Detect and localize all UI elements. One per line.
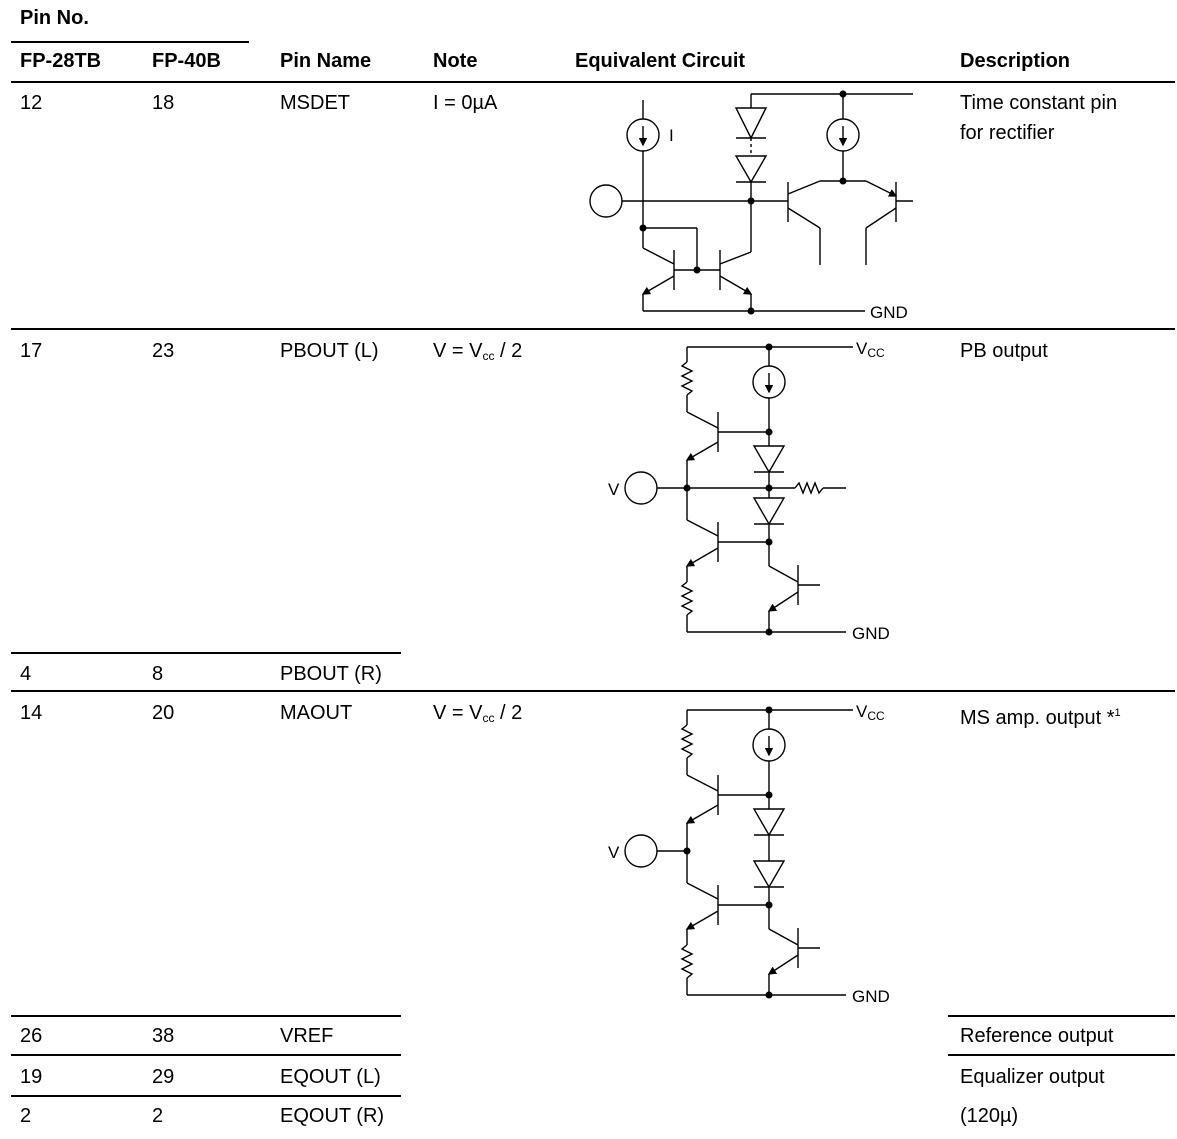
- resistor-icon: [680, 361, 694, 396]
- row-eqout-r-pin-name: EQOUT (R): [280, 1105, 385, 1127]
- col-pin-name-header: Pin Name: [280, 50, 372, 72]
- row-maout-fp28: 14: [20, 702, 43, 724]
- resistor-icon: [680, 944, 694, 979]
- resistor-icon: [680, 581, 694, 616]
- row-pbout-l-description: PB output: [960, 340, 1048, 362]
- col-fp28-header: FP-28TB: [20, 50, 102, 72]
- msdet-circuit: I: [589, 90, 913, 322]
- pin-no-header: Pin No.: [20, 7, 89, 29]
- maout-pin-icon: [624, 834, 658, 868]
- col-fp40-header: FP-40B: [152, 50, 221, 72]
- row-eqout-l-description: Equalizer output: [960, 1066, 1105, 1088]
- row-vref-rule-right: [948, 1054, 1175, 1056]
- pbout-circuit: VCC V: [608, 339, 890, 643]
- pbout-pin-icon: [624, 471, 658, 505]
- vcc-label: VCC: [856, 702, 885, 723]
- input-v-label: V: [608, 480, 620, 499]
- row-msdet-pin-name: MSDET: [280, 92, 350, 114]
- row-eqout-r-description: (120µ): [960, 1105, 1019, 1127]
- msdet-pin-icon: [589, 184, 623, 218]
- gnd-label: GND: [852, 624, 890, 643]
- col-note-header: Note: [433, 50, 478, 72]
- row-eqout-l-rule: [11, 1095, 401, 1097]
- header-rule: [11, 81, 1175, 83]
- row-pbout-l-pin-name: PBOUT (L): [280, 340, 379, 362]
- row-eqout-l-fp40: 29: [152, 1066, 175, 1088]
- row-pbout-l-rule: [11, 652, 401, 654]
- row-maout-fp40: 20: [152, 702, 175, 724]
- row-maout-pin-name: MAOUT: [280, 702, 353, 724]
- row-eqout-r-fp28: 2: [20, 1105, 32, 1127]
- row-msdet-fp40: 18: [152, 92, 175, 114]
- diode-icon: [752, 860, 786, 889]
- row-eqout-r-fp40: 2: [152, 1105, 164, 1127]
- row-vref-rule-left: [11, 1054, 401, 1056]
- row-pbout-r-fp40: 8: [152, 663, 164, 685]
- row-msdet-fp28: 12: [20, 92, 43, 114]
- row-vref-pin-name: VREF: [280, 1025, 334, 1047]
- row-pbout-r-rule: [11, 690, 1175, 692]
- col-circuit-header: Equivalent Circuit: [575, 50, 746, 72]
- row-maout-note: V = Vcc / 2: [433, 702, 523, 725]
- row-pbout-l-note: V = Vcc / 2: [433, 340, 523, 363]
- row-eqout-l-fp28: 19: [20, 1066, 43, 1088]
- row-maout-rule-left: [11, 1015, 401, 1017]
- resistor-icon: [680, 724, 694, 759]
- gnd-label: GND: [852, 987, 890, 1006]
- row-msdet-note: I = 0µA: [433, 92, 498, 114]
- gnd-label: GND: [870, 303, 908, 322]
- row-msdet-description-2: for rectifier: [960, 122, 1055, 144]
- row-pbout-l-fp28: 17: [20, 340, 43, 362]
- col-description-header: Description: [960, 50, 1071, 72]
- row-msdet-rule: [11, 328, 1175, 330]
- vcc-label: VCC: [856, 339, 885, 360]
- diode-icon: [752, 445, 786, 474]
- row-pbout-r-fp28: 4: [20, 663, 32, 685]
- input-v-label: V: [608, 843, 620, 862]
- diode-icon: [752, 497, 786, 526]
- resistor-icon: [794, 481, 824, 495]
- row-pbout-l-fp40: 23: [152, 340, 175, 362]
- maout-circuit: VCC V: [608, 702, 890, 1006]
- row-eqout-l-pin-name: EQOUT (L): [280, 1066, 381, 1088]
- row-vref-fp28: 26: [20, 1025, 43, 1047]
- current-source-label: I: [669, 126, 674, 145]
- row-maout-description: MS amp. output *1: [960, 707, 1121, 729]
- row-vref-fp40: 38: [152, 1025, 175, 1047]
- diode-icon: [734, 107, 768, 140]
- row-pbout-r-pin-name: PBOUT (R): [280, 663, 382, 685]
- row-maout-rule-right: [948, 1015, 1175, 1017]
- diode-icon: [752, 808, 786, 837]
- row-msdet-description-1: Time constant pin: [960, 92, 1118, 114]
- diode-icon: [734, 155, 768, 184]
- row-vref-description: Reference output: [960, 1025, 1114, 1047]
- pin-no-rule: [11, 41, 249, 43]
